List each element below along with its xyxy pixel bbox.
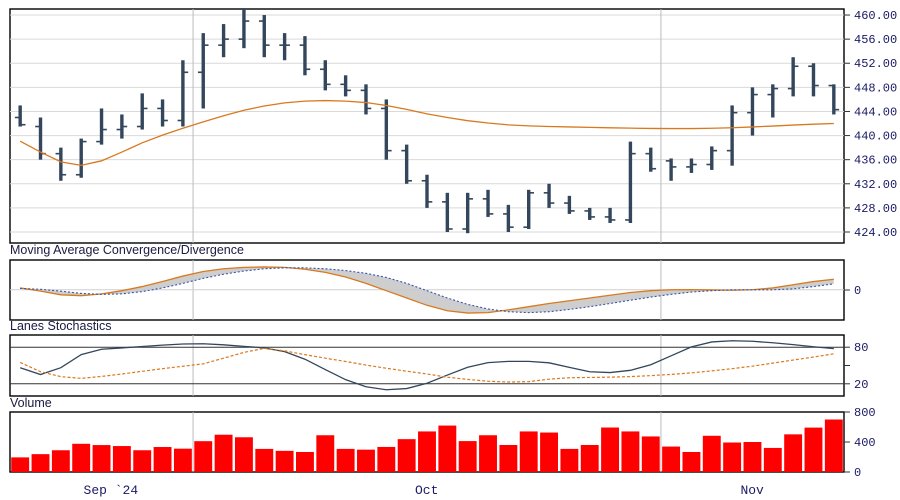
svg-text:20: 20 <box>854 378 868 392</box>
svg-text:452.00: 452.00 <box>854 57 897 71</box>
svg-text:444.00: 444.00 <box>854 105 897 119</box>
svg-text:440.00: 440.00 <box>854 130 897 144</box>
svg-text:Oct: Oct <box>415 483 438 498</box>
svg-text:Sep `24: Sep `24 <box>84 483 139 498</box>
svg-text:460.00: 460.00 <box>854 9 897 23</box>
svg-text:436.00: 436.00 <box>854 154 897 168</box>
svg-text:400: 400 <box>854 436 876 450</box>
svg-text:448.00: 448.00 <box>854 81 897 95</box>
svg-text:0: 0 <box>854 466 861 480</box>
svg-text:Moving Average Convergence/Div: Moving Average Convergence/Divergence <box>10 243 244 257</box>
svg-text:80: 80 <box>854 341 868 355</box>
svg-text:Lanes Stochastics: Lanes Stochastics <box>10 319 111 333</box>
svg-text:424.00: 424.00 <box>854 226 897 240</box>
svg-text:428.00: 428.00 <box>854 202 897 216</box>
svg-text:456.00: 456.00 <box>854 33 897 47</box>
svg-text:Nov: Nov <box>740 483 764 498</box>
svg-text:800: 800 <box>854 406 876 420</box>
svg-text:432.00: 432.00 <box>854 178 897 192</box>
svg-text:Volume: Volume <box>10 396 52 410</box>
svg-text:0: 0 <box>854 284 861 298</box>
